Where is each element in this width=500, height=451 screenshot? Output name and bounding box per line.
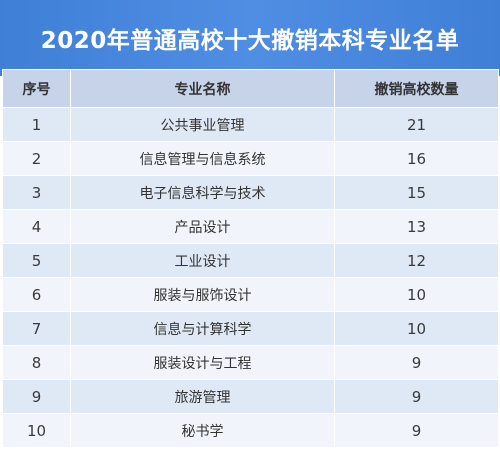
- cell-major: 产品设计: [70, 209, 335, 244]
- table-row: 6 服装与服饰设计 10: [2, 277, 499, 312]
- cell-index: 7: [2, 311, 71, 346]
- table-row: 9 旅游管理 9: [2, 379, 499, 414]
- cell-index: 9: [2, 379, 71, 414]
- table-row: 3 电子信息科学与技术 15: [2, 175, 499, 210]
- cell-count: 12: [334, 243, 499, 278]
- cell-index: 6: [2, 277, 71, 312]
- table-row: 8 服装设计与工程 9: [2, 345, 499, 380]
- cell-count: 9: [334, 345, 499, 380]
- cell-major: 秘书学: [70, 413, 335, 448]
- table-row: 7 信息与计算科学 10: [2, 311, 499, 346]
- header-row: 序号 专业名称 撤销高校数量: [2, 69, 499, 108]
- table-row: 4 产品设计 13: [2, 209, 499, 244]
- cell-index: 5: [2, 243, 71, 278]
- table-header: 序号 专业名称 撤销高校数量: [2, 69, 499, 108]
- cell-count: 10: [334, 311, 499, 346]
- header-count: 撤销高校数量: [334, 69, 499, 108]
- cell-count: 15: [334, 175, 499, 210]
- cell-index: 8: [2, 345, 71, 380]
- cell-count: 21: [334, 107, 499, 142]
- cell-major: 信息管理与信息系统: [70, 141, 335, 176]
- header-index: 序号: [2, 69, 71, 108]
- cell-major: 服装设计与工程: [70, 345, 335, 380]
- cell-count: 10: [334, 277, 499, 312]
- cell-index: 10: [2, 413, 71, 448]
- cell-major: 信息与计算科学: [70, 311, 335, 346]
- table-row: 2 信息管理与信息系统 16: [2, 141, 499, 176]
- cell-index: 4: [2, 209, 71, 244]
- majors-table: 序号 专业名称 撤销高校数量 1 公共事业管理 21 2 信息管理与信息系统 1…: [2, 69, 499, 448]
- cell-count: 16: [334, 141, 499, 176]
- cell-count: 9: [334, 379, 499, 414]
- table-body: 1 公共事业管理 21 2 信息管理与信息系统 16 3 电子信息科学与技术 1…: [2, 107, 499, 448]
- table-row: 1 公共事业管理 21: [2, 107, 499, 142]
- cell-index: 1: [2, 107, 71, 142]
- table-row: 5 工业设计 12: [2, 243, 499, 278]
- cell-major: 旅游管理: [70, 379, 335, 414]
- cell-major: 工业设计: [70, 243, 335, 278]
- page-title: 2020年普通高校十大撤销本科专业名单: [40, 28, 460, 54]
- cell-index: 3: [2, 175, 71, 210]
- cell-major: 服装与服饰设计: [70, 277, 335, 312]
- header-major: 专业名称: [70, 69, 335, 108]
- cell-count: 9: [334, 413, 499, 448]
- title-banner: 2020年普通高校十大撤销本科专业名单: [0, 0, 500, 76]
- cell-major: 电子信息科学与技术: [70, 175, 335, 210]
- table-row: 10 秘书学 9: [2, 413, 499, 448]
- cell-index: 2: [2, 141, 71, 176]
- cell-count: 13: [334, 209, 499, 244]
- cell-major: 公共事业管理: [70, 107, 335, 142]
